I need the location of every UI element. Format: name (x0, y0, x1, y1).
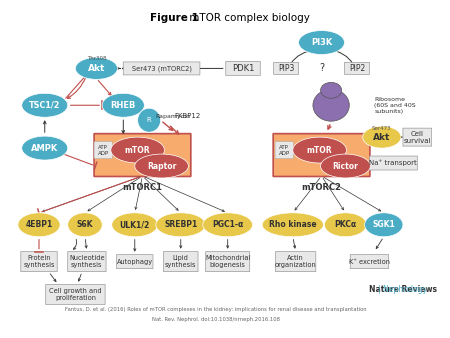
FancyBboxPatch shape (163, 252, 198, 272)
Text: PIP2: PIP2 (349, 64, 365, 73)
FancyBboxPatch shape (369, 156, 417, 170)
Text: ULK1/2: ULK1/2 (120, 220, 150, 229)
Text: Autophagy: Autophagy (117, 259, 153, 265)
Ellipse shape (18, 213, 60, 237)
Text: AMPK: AMPK (31, 144, 58, 152)
FancyBboxPatch shape (345, 63, 369, 74)
FancyBboxPatch shape (68, 252, 106, 272)
FancyBboxPatch shape (274, 63, 298, 74)
Ellipse shape (22, 93, 68, 117)
FancyBboxPatch shape (123, 62, 200, 75)
Text: PIP3: PIP3 (278, 64, 294, 73)
Text: 4EBP1: 4EBP1 (25, 220, 53, 229)
Ellipse shape (156, 213, 206, 237)
FancyBboxPatch shape (350, 255, 389, 269)
Ellipse shape (111, 137, 164, 163)
FancyBboxPatch shape (273, 134, 370, 176)
Text: mTOR complex biology: mTOR complex biology (185, 13, 310, 23)
FancyBboxPatch shape (226, 62, 260, 75)
Text: TSC1/2: TSC1/2 (29, 101, 60, 110)
FancyBboxPatch shape (275, 252, 316, 272)
Text: Lipid
synthesis: Lipid synthesis (165, 255, 197, 268)
Text: Fantus, D. et al. (2016) Roles of mTOR complexes in the kidney: implications for: Fantus, D. et al. (2016) Roles of mTOR c… (65, 307, 367, 312)
Text: Nat. Rev. Nephrol. doi:10.1038/nrneph.2016.108: Nat. Rev. Nephrol. doi:10.1038/nrneph.20… (152, 317, 280, 322)
Text: Figure 1: Figure 1 (150, 13, 199, 23)
FancyBboxPatch shape (21, 252, 57, 272)
Text: PGC1-α: PGC1-α (212, 220, 243, 229)
Text: SGK1: SGK1 (373, 220, 395, 229)
Text: S6K: S6K (77, 220, 93, 229)
Ellipse shape (68, 213, 102, 237)
Ellipse shape (364, 213, 403, 237)
Text: Rapamycin: Rapamycin (156, 114, 191, 119)
Ellipse shape (22, 136, 68, 160)
FancyBboxPatch shape (275, 142, 293, 159)
Text: RHEB: RHEB (111, 101, 136, 110)
FancyBboxPatch shape (46, 285, 105, 305)
Ellipse shape (135, 154, 189, 178)
FancyBboxPatch shape (117, 255, 153, 269)
FancyBboxPatch shape (94, 134, 191, 176)
Text: Ser473: Ser473 (372, 126, 392, 131)
Text: Cell
survival: Cell survival (404, 130, 431, 144)
FancyBboxPatch shape (94, 142, 112, 159)
Text: K⁺ excretion: K⁺ excretion (349, 259, 390, 265)
Text: PI3K: PI3K (311, 38, 332, 47)
Text: Protein
synthesis: Protein synthesis (23, 255, 55, 268)
Text: SREBP1: SREBP1 (164, 220, 198, 229)
Ellipse shape (112, 213, 158, 237)
Ellipse shape (262, 213, 324, 237)
Text: mTOR: mTOR (125, 146, 150, 154)
Text: Rho kinase: Rho kinase (269, 220, 317, 229)
Text: FKBP12: FKBP12 (174, 113, 201, 119)
Text: mTORC1: mTORC1 (122, 183, 162, 192)
Text: Mitochondrial
biogenesis: Mitochondrial biogenesis (205, 255, 250, 268)
Text: ?: ? (319, 64, 324, 73)
Text: Raptor: Raptor (147, 162, 176, 170)
Text: Nature Reviews: Nature Reviews (369, 285, 437, 294)
Text: Akt: Akt (88, 64, 105, 73)
Ellipse shape (138, 108, 161, 132)
Text: Thr308: Thr308 (87, 56, 106, 61)
Text: mTORC2: mTORC2 (302, 183, 342, 192)
Ellipse shape (203, 213, 252, 237)
Text: Nucleotide
synthesis: Nucleotide synthesis (69, 255, 105, 268)
Ellipse shape (102, 93, 144, 117)
Ellipse shape (320, 82, 342, 98)
Text: Rictor: Rictor (333, 162, 358, 170)
Text: ADP: ADP (279, 150, 290, 155)
Text: PDK1: PDK1 (232, 64, 254, 73)
Text: Cell growth and
proliferation: Cell growth and proliferation (49, 288, 102, 301)
Text: R: R (147, 117, 152, 123)
Text: PKCα: PKCα (334, 220, 356, 229)
Ellipse shape (320, 154, 370, 178)
Text: mTOR: mTOR (307, 146, 333, 154)
FancyBboxPatch shape (403, 128, 432, 146)
Ellipse shape (76, 57, 117, 79)
Ellipse shape (313, 89, 349, 121)
Text: ATP: ATP (279, 145, 289, 150)
Text: | Nephrology: | Nephrology (378, 285, 427, 294)
Text: Na⁺ transport: Na⁺ transport (369, 160, 417, 166)
Ellipse shape (298, 30, 345, 54)
Ellipse shape (293, 137, 346, 163)
Text: Actin
organization: Actin organization (275, 255, 316, 268)
Text: ADP: ADP (98, 150, 109, 155)
FancyBboxPatch shape (206, 252, 250, 272)
Text: Ribosome
(60S and 40S
subunits): Ribosome (60S and 40S subunits) (374, 97, 416, 114)
Ellipse shape (363, 126, 401, 148)
Text: Akt: Akt (373, 132, 391, 142)
Text: Ser473 (mTORC2): Ser473 (mTORC2) (131, 65, 192, 72)
Ellipse shape (324, 213, 367, 237)
Text: ATP: ATP (98, 145, 108, 150)
